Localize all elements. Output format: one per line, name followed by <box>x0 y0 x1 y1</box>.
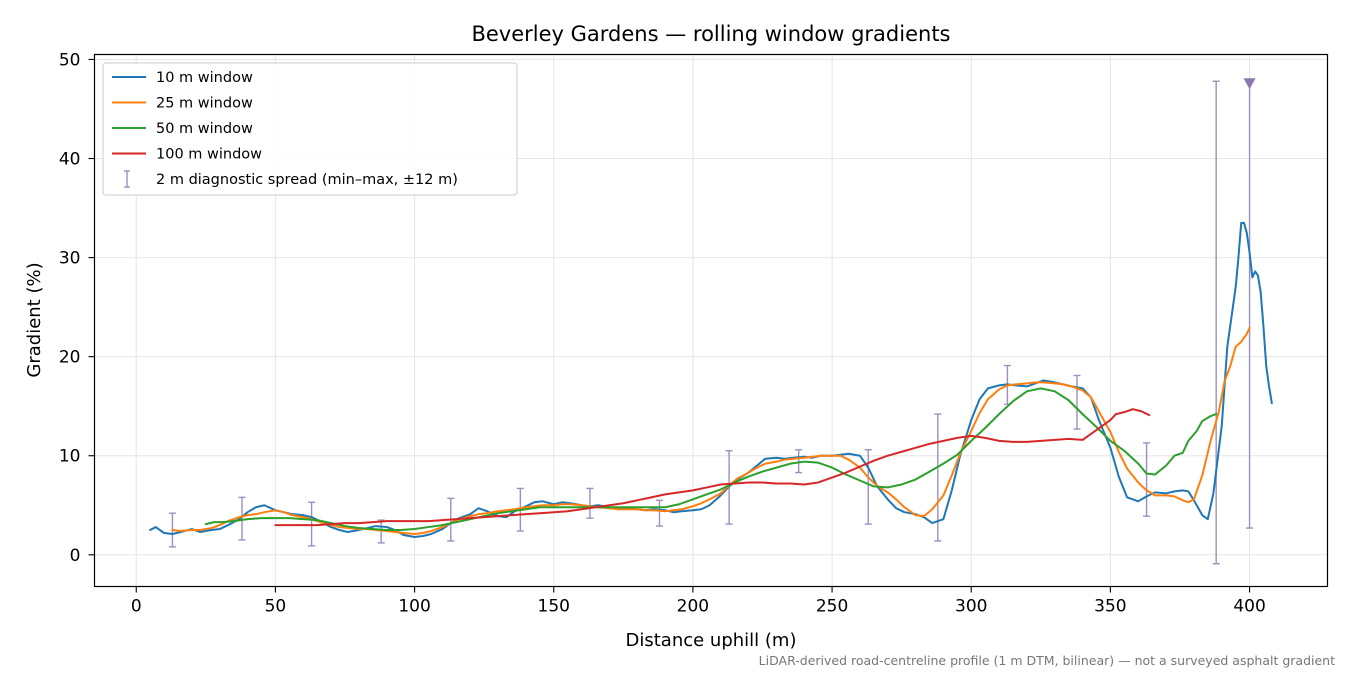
legend: 10 m window 25 m window 50 m window 100 m w… <box>102 62 518 196</box>
series-line-10-m-window <box>149 221 1273 538</box>
x-tick-label: 0 <box>131 597 142 617</box>
errorbar <box>795 449 803 474</box>
x-tick-label: 350 <box>1094 597 1126 617</box>
x-tick-label: 400 <box>1233 597 1265 617</box>
tick-layer: 0 50 100 150 200 250 300 350 400 0 10 20 30 40 50 <box>59 50 1266 616</box>
series-line-50-m-window <box>204 387 1218 532</box>
errorbar <box>656 499 664 527</box>
x-axis-label: Distance uphill (m) <box>626 630 797 651</box>
y-tick-label: 10 <box>59 447 81 467</box>
series-layer <box>149 221 1273 538</box>
legend-label: 100 m window <box>156 147 262 163</box>
y-tick-label: 50 <box>59 50 81 70</box>
errorbar <box>1143 442 1151 517</box>
legend-box <box>102 62 518 196</box>
legend-label: 2 m diagnostic spread (min–max, ±12 m) <box>156 172 458 188</box>
errorbar <box>1212 80 1220 565</box>
x-tick-label: 100 <box>398 597 430 617</box>
legend-label: 25 m window <box>156 96 253 112</box>
errorbar <box>934 413 942 542</box>
peak-marker <box>1243 78 1256 90</box>
errorbar <box>1246 78 1254 529</box>
y-tick-label: 0 <box>70 546 81 566</box>
series-line-100-m-window <box>274 408 1151 527</box>
chart-title: Beverley Gardens — rolling window gradie… <box>471 22 950 46</box>
y-tick-label: 40 <box>59 150 81 170</box>
y-tick-label: 30 <box>59 249 81 269</box>
footnote: LiDAR-derived road-centreline profile (1… <box>759 653 1335 668</box>
errorbar <box>586 487 594 519</box>
marker-layer <box>1243 78 1256 90</box>
x-tick-label: 300 <box>955 597 987 617</box>
x-tick-label: 200 <box>677 597 709 617</box>
x-tick-label: 50 <box>265 597 287 617</box>
x-tick-label: 150 <box>538 597 570 617</box>
x-tick-label: 250 <box>816 597 848 617</box>
plot-frame <box>93 53 1329 588</box>
errorbar <box>238 496 246 541</box>
legend-label: 50 m window <box>156 121 253 137</box>
y-axis-label: Gradient (%) <box>24 262 45 377</box>
y-tick-label: 20 <box>59 348 81 368</box>
errorbar <box>1073 374 1081 430</box>
legend-label: 10 m window <box>156 70 253 86</box>
